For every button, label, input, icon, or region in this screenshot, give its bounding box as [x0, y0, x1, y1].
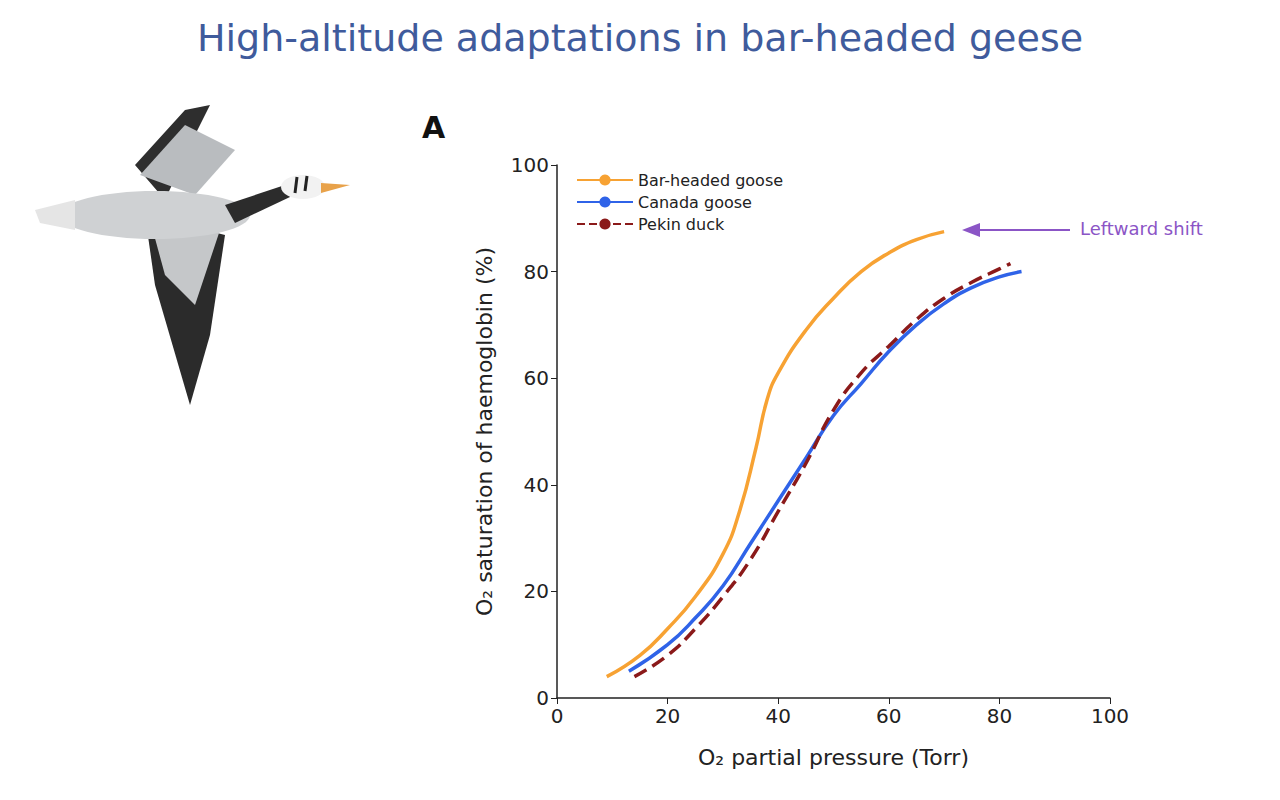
svg-text:20: 20 [524, 579, 549, 603]
svg-text:20: 20 [655, 704, 680, 728]
svg-text:80: 80 [987, 704, 1012, 728]
svg-text:40: 40 [524, 473, 549, 497]
svg-text:40: 40 [765, 704, 790, 728]
svg-text:60: 60 [876, 704, 901, 728]
svg-text:0: 0 [551, 704, 564, 728]
svg-text:Bar-headed goose: Bar-headed goose [638, 171, 783, 190]
svg-text:0: 0 [536, 686, 549, 710]
svg-text:100: 100 [1091, 704, 1129, 728]
svg-text:100: 100 [511, 153, 549, 177]
svg-text:O₂ partial pressure (Torr): O₂ partial pressure (Torr) [698, 745, 969, 770]
svg-text:80: 80 [524, 260, 549, 284]
svg-text:High-altitude adaptations in b: High-altitude adaptations in bar-headed … [197, 16, 1083, 60]
svg-text:Leftward shift: Leftward shift [1080, 218, 1203, 239]
svg-text:A: A [422, 110, 446, 145]
svg-text:Canada goose: Canada goose [638, 193, 752, 212]
svg-text:O₂ saturation of haemoglobin (: O₂ saturation of haemoglobin (%) [472, 247, 497, 616]
svg-text:60: 60 [524, 366, 549, 390]
svg-text:Pekin duck: Pekin duck [638, 215, 725, 234]
